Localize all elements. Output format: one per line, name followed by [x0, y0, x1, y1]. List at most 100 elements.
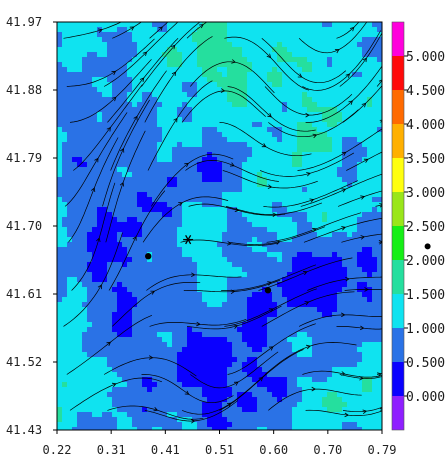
heat-cell: [147, 262, 153, 268]
heat-cell: [292, 157, 298, 163]
heat-cell: [87, 302, 93, 308]
heat-cell: [232, 177, 238, 183]
heat-cell: [297, 87, 303, 93]
heat-cell: [292, 397, 298, 403]
heat-cell: [117, 62, 123, 68]
heat-cell: [97, 192, 103, 198]
heat-cell: [107, 52, 113, 58]
heat-cell: [137, 157, 143, 163]
heat-cell: [327, 212, 333, 218]
heat-cell: [232, 97, 238, 103]
heat-cell: [252, 132, 258, 138]
heat-cell: [92, 67, 98, 73]
heat-cell: [232, 342, 238, 348]
heat-cell: [152, 172, 158, 178]
heat-cell: [312, 257, 318, 263]
heat-cell: [162, 252, 168, 258]
heat-cell: [162, 87, 168, 93]
heat-cell: [107, 122, 113, 128]
heat-cell: [317, 377, 323, 383]
heat-cell: [307, 307, 313, 313]
heat-cell: [232, 52, 238, 58]
heat-cell: [327, 132, 333, 138]
heat-cell: [377, 347, 382, 353]
heat-cell: [222, 262, 228, 268]
heat-cell: [72, 367, 78, 373]
heat-cell: [67, 252, 73, 258]
heat-cell: [282, 387, 288, 393]
heat-cell: [352, 132, 358, 138]
heat-cell: [282, 107, 288, 113]
heat-cell: [102, 397, 108, 403]
heat-cell: [122, 212, 128, 218]
heat-cell: [287, 367, 293, 373]
heat-cell: [157, 172, 163, 178]
heat-cell: [327, 162, 333, 168]
heat-cell: [302, 297, 308, 303]
heat-cell: [67, 47, 73, 53]
heat-cell: [157, 362, 163, 368]
heat-cell: [57, 22, 63, 28]
heat-cell: [282, 337, 288, 343]
heat-cell: [167, 297, 173, 303]
heat-cell: [212, 82, 218, 88]
heat-cell: [152, 262, 158, 268]
heat-cell: [107, 222, 113, 228]
heat-cell: [322, 212, 328, 218]
heat-cell: [67, 122, 73, 128]
heat-cell: [202, 237, 208, 243]
heat-cell: [347, 347, 353, 353]
heat-cell: [207, 307, 213, 313]
heat-cell: [177, 222, 183, 228]
heat-cell: [117, 292, 123, 298]
heat-cell: [57, 217, 63, 223]
heat-cell: [192, 267, 198, 273]
heat-cell: [172, 112, 178, 118]
heat-cell: [377, 32, 382, 38]
heat-cell: [282, 37, 288, 43]
heat-cell: [127, 97, 133, 103]
heat-cell: [327, 297, 333, 303]
heat-cell: [272, 67, 278, 73]
heat-cell: [147, 297, 153, 303]
heat-cell: [267, 187, 273, 193]
heat-cell: [97, 47, 103, 53]
heat-cell: [232, 92, 238, 98]
heat-cell: [302, 82, 308, 88]
heat-cell: [372, 202, 378, 208]
heat-cell: [137, 117, 143, 123]
heat-cell: [202, 207, 208, 213]
heat-cell: [102, 252, 108, 258]
heat-cell: [277, 367, 283, 373]
heat-cell: [367, 87, 373, 93]
heat-cell: [352, 92, 358, 98]
heat-cell: [147, 117, 153, 123]
heat-cell: [152, 272, 158, 278]
heat-cell: [247, 122, 253, 128]
heat-cell: [322, 132, 328, 138]
heat-cell: [222, 257, 228, 263]
heat-cell: [67, 97, 73, 103]
heat-cell: [252, 117, 258, 123]
heat-cell: [137, 287, 143, 293]
heat-cell: [162, 387, 168, 393]
heat-cell: [297, 52, 303, 58]
heat-cell: [332, 252, 338, 258]
heat-cell: [192, 292, 198, 298]
heat-cell: [197, 307, 203, 313]
heat-cell: [267, 402, 273, 408]
heat-cell: [212, 367, 218, 373]
heat-cell: [187, 312, 193, 318]
heat-cell: [337, 272, 343, 278]
heat-cell: [187, 327, 193, 333]
heat-cell: [327, 72, 333, 78]
heat-cell: [152, 292, 158, 298]
heat-cell: [307, 37, 313, 43]
heat-cell: [247, 207, 253, 213]
heat-cell: [192, 57, 198, 63]
heat-cell: [292, 332, 298, 338]
heat-cell: [227, 42, 233, 48]
heat-cell: [97, 142, 103, 148]
heat-cell: [282, 212, 288, 218]
heat-cell: [342, 227, 348, 233]
